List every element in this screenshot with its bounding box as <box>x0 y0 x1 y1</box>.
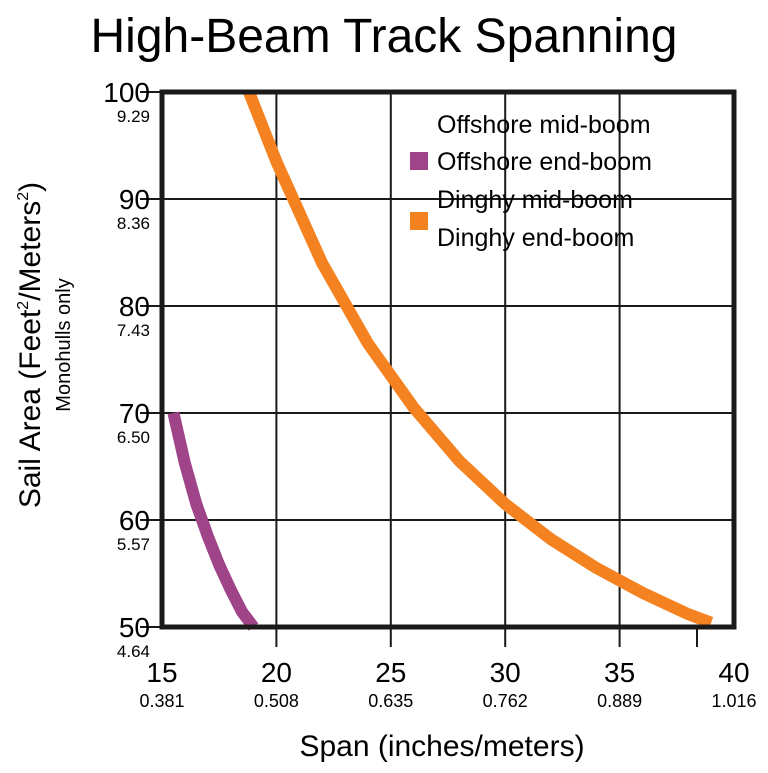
chart-title: High-Beam Track Spanning <box>91 10 678 63</box>
y-tick-sublabel: 7.43 <box>117 321 150 340</box>
x-tick-label: 25 <box>375 657 406 688</box>
grid-lines <box>140 91 734 647</box>
y-tick-sublabel: 8.36 <box>117 214 150 233</box>
y-tick-sublabel: 5.57 <box>117 535 150 554</box>
series-layer <box>167 89 714 631</box>
y-tick-label: 60 <box>119 505 150 536</box>
x-tick-sublabel: 0.889 <box>597 691 642 711</box>
x-tick-sublabel: 0.762 <box>483 691 528 711</box>
y-tick-label: 90 <box>119 184 150 215</box>
x-tick-label: 35 <box>604 657 635 688</box>
x-axis-ticks: 15 0.381 20 0.508 25 0.635 30 0.762 35 0.889 40 1.0… <box>139 657 756 711</box>
y-tick-label: 80 <box>119 291 150 322</box>
plot-frame <box>159 89 737 630</box>
y-axis-sublabel: Monohulls only <box>53 278 75 411</box>
y-tick-sublabel: 4.64 <box>117 642 150 661</box>
x-tick-sublabel: 0.508 <box>254 691 299 711</box>
y-tick-label: 70 <box>119 398 150 429</box>
x-tick-sublabel: 0.635 <box>368 691 413 711</box>
y-tick-sublabel: 9.29 <box>117 107 150 126</box>
y-tick-label: 100 <box>103 77 150 108</box>
legend-label-dinghy-mid: Dinghy mid-boom <box>437 186 633 214</box>
legend-swatch-offshore <box>410 152 428 170</box>
x-axis-label: Span (inches/meters) <box>299 730 584 763</box>
series-line-0 <box>167 411 259 631</box>
x-tick-label: 30 <box>490 657 521 688</box>
x-tick-label: 40 <box>718 657 749 688</box>
legend: Offshore mid-boom Offshore end-boom Ding… <box>410 111 652 252</box>
series-line-1 <box>243 89 714 629</box>
x-tick-label: 15 <box>146 657 177 688</box>
y-axis-label-sup1: 2 <box>15 301 32 310</box>
legend-label-offshore-mid: Offshore mid-boom <box>437 111 651 139</box>
y-axis-label-mid: /Meters <box>14 201 47 301</box>
y-axis-label-main: Sail Area (Feet <box>14 309 47 508</box>
y-axis-label-sup2: 2 <box>15 192 32 201</box>
y-axis-label: Sail Area (Feet2/Meters2) <box>14 182 47 508</box>
x-tick-label: 20 <box>261 657 292 688</box>
x-tick-sublabel: 0.381 <box>139 691 184 711</box>
y-tick-sublabel: 6.50 <box>117 428 150 447</box>
legend-label-offshore-end: Offshore end-boom <box>437 148 652 176</box>
y-axis-label-end: ) <box>14 182 47 192</box>
legend-swatch-dinghy <box>410 212 428 230</box>
x-tick-sublabel: 1.016 <box>711 691 756 711</box>
legend-label-dinghy-end: Dinghy end-boom <box>437 224 634 252</box>
y-tick-label: 50 <box>119 612 150 643</box>
